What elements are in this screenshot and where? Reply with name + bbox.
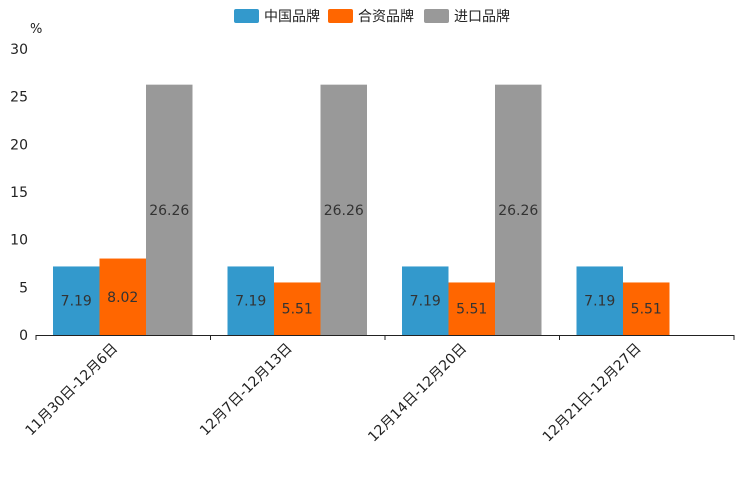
legend-swatch-2[interactable] bbox=[328, 9, 353, 23]
x-category-label: 12月14日-12月20日 bbox=[365, 341, 470, 446]
data-label: 7.19 bbox=[410, 294, 441, 310]
y-tick-label: 10 bbox=[10, 233, 28, 249]
legend: 中国品牌 合资品牌 进口品牌 bbox=[234, 8, 510, 25]
data-label: 26.26 bbox=[324, 203, 364, 219]
bars: 7.19 8.02 26.26 7.19 5.51 26.26 7.19 5.51 26.26 7… bbox=[53, 84, 670, 335]
x-category-label: 12月7日-12月13日 bbox=[197, 341, 296, 440]
x-category-label: 11月30日-12月6日 bbox=[23, 341, 122, 440]
x-category-label: 12月21日-12月27日 bbox=[540, 341, 645, 446]
legend-label-1[interactable]: 中国品牌 bbox=[264, 8, 320, 25]
y-tick-label: 20 bbox=[10, 137, 28, 153]
data-label: 26.26 bbox=[149, 203, 189, 219]
bar-1-1[interactable] bbox=[53, 266, 100, 335]
bar-1-2[interactable] bbox=[227, 266, 275, 335]
data-label: 8.02 bbox=[107, 290, 138, 306]
data-label: 26.26 bbox=[498, 203, 538, 219]
data-label: 7.19 bbox=[235, 294, 266, 310]
bar-2-4[interactable] bbox=[623, 282, 670, 335]
y-tick-label: 5 bbox=[19, 280, 28, 296]
y-tick-label: 25 bbox=[10, 90, 28, 106]
data-label: 5.51 bbox=[282, 302, 313, 318]
data-label: 5.51 bbox=[456, 302, 487, 318]
bar-3-1[interactable] bbox=[146, 84, 193, 335]
bar-2-1[interactable] bbox=[99, 258, 147, 335]
bar-1-4[interactable] bbox=[576, 266, 624, 335]
legend-label-3[interactable]: 进口品牌 bbox=[454, 8, 510, 25]
data-label: 5.51 bbox=[631, 302, 662, 318]
bar-3-3[interactable] bbox=[495, 84, 542, 335]
y-axis-unit-label: % bbox=[30, 22, 42, 37]
legend-label-2[interactable]: 合资品牌 bbox=[358, 8, 414, 25]
legend-swatch-3[interactable] bbox=[424, 9, 449, 23]
y-tick-label: 30 bbox=[10, 42, 28, 58]
data-label: 7.19 bbox=[61, 294, 92, 310]
bar-2-2[interactable] bbox=[274, 282, 321, 335]
bar-1-3[interactable] bbox=[402, 266, 449, 335]
bar-3-2[interactable] bbox=[320, 84, 368, 335]
data-label: 7.19 bbox=[584, 294, 615, 310]
legend-swatch-1[interactable] bbox=[234, 9, 259, 23]
x-axis: 11月30日-12月6日 12月7日-12月13日 12月14日-12月20日 12月… bbox=[23, 335, 735, 446]
y-tick-label: 0 bbox=[19, 328, 28, 344]
bar-2-3[interactable] bbox=[448, 282, 496, 335]
y-tick-label: 15 bbox=[10, 185, 28, 201]
y-axis: 0 5 10 15 20 25 30 bbox=[10, 42, 28, 344]
